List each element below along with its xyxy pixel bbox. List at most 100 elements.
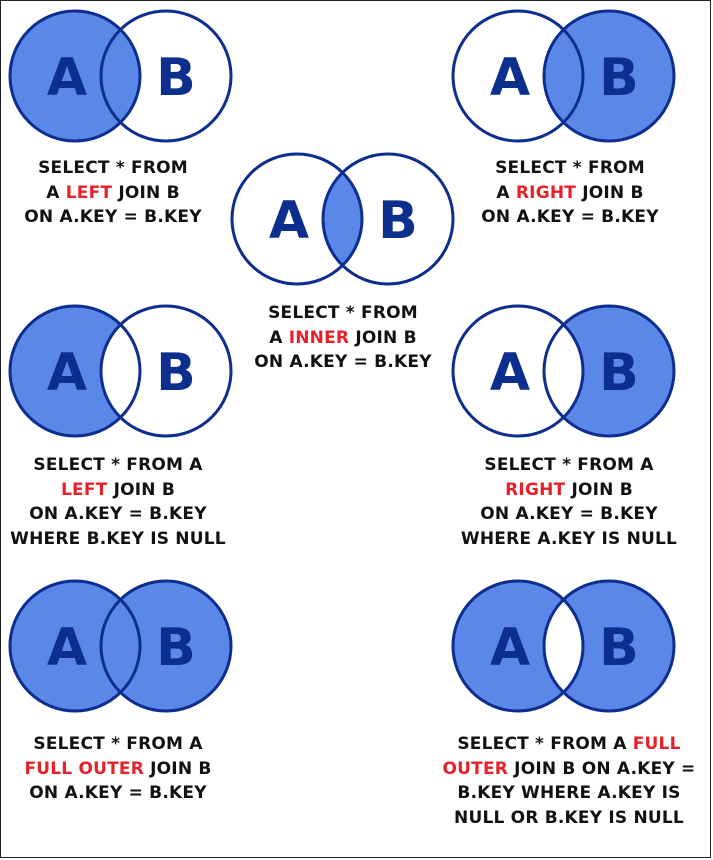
caption-line: NULL OR B.KEY IS NULL <box>439 806 699 831</box>
caption-line: ON A.KEY = B.KEY <box>1 205 225 230</box>
caption-line: SELECT * FROM A <box>1 732 235 757</box>
sql-keyword: RIGHT <box>505 479 566 500</box>
circle-b <box>101 11 231 141</box>
sql-text: A <box>46 182 66 203</box>
caption-line: ON A.KEY = B.KEY <box>457 205 683 230</box>
sql-text: JOIN B <box>349 327 417 348</box>
sql-text: ON A.KEY = B.KEY <box>24 207 202 227</box>
sql-text: ON A.KEY = B.KEY <box>254 352 432 372</box>
sql-keyword: FULL <box>632 734 681 754</box>
sql-text: NULL OR B.KEY IS NULL <box>454 807 684 828</box>
circle-b <box>323 154 453 284</box>
caption-line: A RIGHT JOIN B <box>457 181 683 206</box>
sql-text: ON A.KEY = B.KEY <box>29 504 207 524</box>
caption-line: SELECT * FROM <box>1 156 225 181</box>
sql-text: JOIN B <box>565 479 633 500</box>
circle-a <box>10 581 140 711</box>
sql-keyword: LEFT <box>65 182 113 203</box>
caption-line: WHERE B.KEY IS NULL <box>1 527 235 552</box>
sql-text: WHERE B.KEY IS NULL <box>10 528 226 549</box>
caption-line: SELECT * FROM A FULL <box>439 732 699 757</box>
caption-full-outer-exclusive: SELECT * FROM A FULL OUTER JOIN B ON A.KE… <box>439 732 699 830</box>
circle-b <box>544 306 674 436</box>
label-a: A <box>490 618 530 678</box>
caption-line: A LEFT JOIN B <box>1 181 225 206</box>
circle-a <box>453 306 583 436</box>
label-b: B <box>599 48 639 108</box>
sql-text: JOIN B <box>144 758 212 779</box>
sql-text: JOIN B <box>576 182 644 203</box>
label-a: A <box>47 48 87 108</box>
sql-text: JOIN B <box>107 479 175 500</box>
sql-text: JOIN B ON A.KEY = <box>508 758 696 779</box>
sql-text: SELECT * FROM A <box>457 734 633 754</box>
sql-keyword: INNER <box>288 327 350 348</box>
label-b: B <box>156 618 196 678</box>
circle-a <box>10 306 140 436</box>
sql-text: SELECT * FROM A <box>33 455 203 475</box>
caption-left-only: SELECT * FROM A LEFT JOIN B ON A.KEY = B.K… <box>1 453 235 551</box>
sql-text: A <box>269 327 289 348</box>
circle-a <box>453 11 583 141</box>
label-b: B <box>599 618 639 678</box>
circle-a <box>232 154 362 284</box>
sql-text: SELECT * FROM A <box>484 455 654 475</box>
caption-left-join: SELECT * FROM A LEFT JOIN B ON A.KEY = B.K… <box>1 156 225 230</box>
sql-text: SELECT * FROM <box>495 158 645 178</box>
caption-line: SELECT * FROM <box>230 301 456 326</box>
label-b: B <box>378 191 418 251</box>
sql-text: A <box>496 182 516 203</box>
caption-line: ON A.KEY = B.KEY <box>1 781 235 806</box>
caption-line: A INNER JOIN B <box>230 326 456 351</box>
label-a: A <box>47 343 87 403</box>
sql-text: WHERE A.KEY IS NULL <box>460 528 678 549</box>
sql-text: SELECT * FROM A <box>33 734 203 754</box>
circle-b <box>544 581 674 711</box>
caption-inner-join: SELECT * FROM A INNER JOIN B ON A.KEY = B.… <box>230 301 456 375</box>
caption-line: RIGHT JOIN B <box>451 478 687 503</box>
sql-keyword: LEFT <box>61 479 108 500</box>
circle-b <box>101 306 231 436</box>
sql-text: ON A.KEY = B.KEY <box>481 207 659 227</box>
caption-right-only: SELECT * FROM A RIGHT JOIN B ON A.KEY = B.… <box>451 453 687 551</box>
label-b: B <box>156 343 196 403</box>
caption-line: ON A.KEY = B.KEY <box>451 502 687 527</box>
label-a: A <box>490 343 530 403</box>
sql-text: ON A.KEY = B.KEY <box>480 504 658 524</box>
caption-line: SELECT * FROM <box>457 156 683 181</box>
caption-full-outer: SELECT * FROM A FULL OUTER JOIN B ON A.KEY… <box>1 732 235 806</box>
caption-line: ON A.KEY = B.KEY <box>1 502 235 527</box>
circle-a <box>453 581 583 711</box>
sql-keyword: FULL OUTER <box>24 758 145 779</box>
circle-b <box>101 581 231 711</box>
sql-keyword: RIGHT <box>515 182 577 203</box>
sql-text: ON A.KEY = B.KEY <box>29 783 207 803</box>
caption-line: OUTER JOIN B ON A.KEY = <box>439 757 699 782</box>
label-a: A <box>490 48 530 108</box>
label-b: B <box>156 48 196 108</box>
caption-line: WHERE A.KEY IS NULL <box>451 527 687 552</box>
label-b: B <box>599 343 639 403</box>
caption-line: LEFT JOIN B <box>1 478 235 503</box>
label-a: A <box>47 618 87 678</box>
caption-line: SELECT * FROM A <box>451 453 687 478</box>
circle-b <box>544 11 674 141</box>
sql-text: SELECT * FROM <box>38 158 188 178</box>
sql-text: B.KEY WHERE A.KEY IS <box>457 783 681 803</box>
sql-text: JOIN B <box>112 182 180 203</box>
